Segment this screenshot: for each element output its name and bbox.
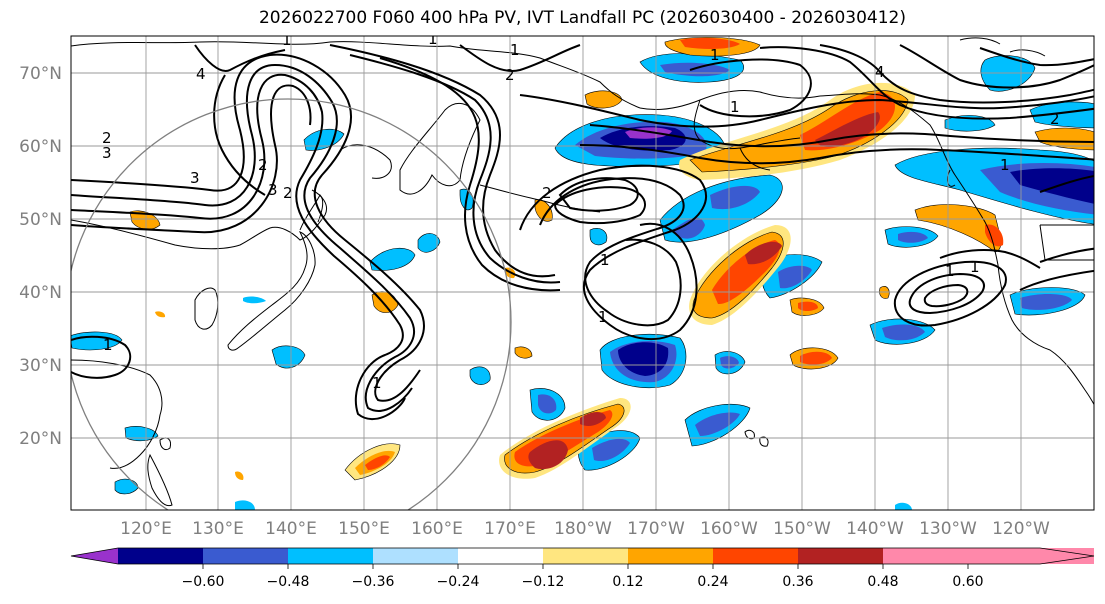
contour-label: 1 [945, 262, 955, 280]
lon-label: 140°E [265, 519, 317, 539]
lon-label: 160°W [700, 519, 758, 539]
positive-anomaly-arctic [584, 37, 761, 109]
lat-label: 20°N [19, 429, 62, 449]
contour-label: 1 [372, 374, 382, 392]
colorbar-segment [203, 548, 288, 564]
negative-anomaly-goa [659, 174, 783, 243]
lon-label: 140°W [846, 519, 904, 539]
colorbar-tick-label: 0.12 [612, 574, 643, 590]
contour-label: 1 [1000, 156, 1010, 174]
lon-label: 130°E [192, 519, 244, 539]
contour-label: 2 [1050, 110, 1060, 128]
colorbar-segment [373, 548, 458, 564]
colorbar-segment [713, 548, 798, 564]
colorbar-segment [543, 548, 628, 564]
lon-label: 150°W [773, 519, 831, 539]
colorbar-segment [798, 548, 883, 564]
contour-label: 1 [710, 46, 720, 64]
colorbar-tick-label: −0.48 [267, 574, 310, 590]
contour-label: 1 [428, 30, 438, 48]
lon-label: 180°W [554, 519, 612, 539]
negative-anomaly-west-pacific [71, 128, 912, 510]
lon-label: 160°E [411, 519, 463, 539]
contour-label: 4 [875, 63, 885, 81]
lat-label: 70°N [19, 64, 62, 84]
contour-label: 3 [268, 181, 278, 199]
lon-label: 150°E [338, 519, 390, 539]
contour-labels: 1 1 2 3 4 3 2 3 2 1 1 1 2 1 1 2 1 2 1 1 … [102, 30, 1060, 392]
colorbar-tick-label: 0.60 [952, 574, 983, 590]
contour-label: 1 [282, 31, 292, 49]
lat-label: 60°N [19, 137, 62, 157]
contour-label: 2 [102, 129, 112, 147]
colorbar-segment [288, 548, 373, 564]
contour-label: 1 [598, 308, 608, 326]
lon-label: 170°E [484, 519, 536, 539]
lon-label: 130°W [919, 519, 977, 539]
contour-label: 4 [196, 65, 206, 83]
colorbar-tick-label: −0.24 [437, 574, 480, 590]
colorbar-tick-label: 0.48 [867, 574, 898, 590]
lat-label: 30°N [19, 356, 62, 376]
contour-label: 2 [283, 184, 293, 202]
contour-label: 1 [730, 98, 740, 116]
contour-label: 1 [600, 251, 610, 269]
colorbar-segment [118, 548, 203, 564]
lat-label: 50°N [19, 210, 62, 230]
colorbar-segment [628, 548, 713, 564]
pv-contours [71, 44, 1094, 421]
contour-label: 1 [510, 41, 520, 59]
map-frame [70, 35, 1095, 511]
latitude-labels: 70°N 60°N 50°N 40°N 30°N 20°N [19, 64, 62, 449]
map-title: 2026022700 F060 400 hPa PV, IVT Landfall… [258, 8, 906, 28]
lon-label: 170°W [627, 519, 685, 539]
colorbar-tick-label: 0.36 [782, 574, 813, 590]
contour-label: 1 [970, 258, 980, 276]
lon-label: 120°W [992, 519, 1050, 539]
longitude-labels: 120°E 130°E 140°E 150°E 160°E 170°E 180°… [120, 519, 1050, 539]
contour-label: 2 [542, 184, 552, 202]
contour-label: 3 [102, 144, 112, 162]
colorbar-tick-label: −0.12 [522, 574, 565, 590]
lon-label: 120°E [120, 519, 172, 539]
colorbar-max-extension [883, 548, 1094, 564]
colorbar-tick-label: −0.36 [352, 574, 395, 590]
lat-label: 40°N [19, 283, 62, 303]
colorbar: −0.60 −0.48 −0.36 −0.24 −0.12 0.12 0.24 … [70, 547, 1095, 590]
contour-label: 1 [103, 336, 113, 354]
gridlines [71, 36, 1094, 510]
landfall-radius-circle [71, 98, 512, 510]
colorbar-segment [458, 548, 543, 564]
contour-label: 3 [190, 169, 200, 187]
colorbar-tick-label: 0.24 [697, 574, 728, 590]
contour-label: 2 [505, 66, 515, 84]
contour-label: 2 [258, 156, 268, 174]
colorbar-min-extension [71, 548, 118, 564]
positive-anomaly-alaska [129, 82, 1094, 299]
colorbar-ticks [202, 564, 969, 569]
colorbar-outline [70, 547, 1095, 565]
colorbar-tick-label: −0.60 [182, 574, 225, 590]
